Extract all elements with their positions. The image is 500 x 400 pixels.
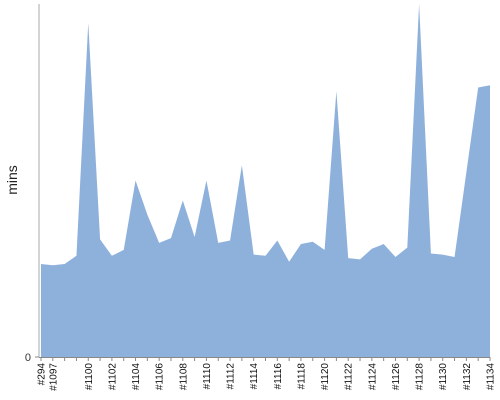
- plot-area: [40, 3, 492, 357]
- data-point: [110, 254, 113, 257]
- data-point: [406, 246, 409, 249]
- data-point: [264, 254, 267, 257]
- x-tick-label: #1106: [155, 363, 166, 391]
- x-tick-label: #294: [37, 363, 48, 386]
- data-point: [441, 253, 444, 256]
- data-point: [193, 235, 196, 238]
- data-point: [75, 254, 78, 257]
- data-point: [40, 263, 43, 266]
- x-tick-label: #1110: [202, 363, 213, 390]
- data-point: [146, 213, 149, 216]
- data-point: [382, 243, 385, 246]
- data-point: [63, 263, 66, 266]
- x-tick-label: #1116: [273, 363, 284, 390]
- x-tick-label: #1128: [415, 363, 426, 391]
- data-point: [477, 86, 480, 89]
- data-point: [205, 179, 208, 182]
- x-tick-label: #1118: [296, 363, 307, 390]
- data-point: [394, 255, 397, 258]
- data-point: [453, 255, 456, 258]
- axes: #294 #1097 #1100 #1102 #1104 #1106 #1108 #1110 #…: [35, 4, 497, 391]
- x-tick-label: #1134: [486, 363, 497, 391]
- data-point: [359, 258, 362, 261]
- x-tick-label: #1124: [367, 363, 378, 391]
- data-point: [370, 247, 373, 250]
- x-tick-label: #1122: [344, 363, 355, 391]
- data-point: [465, 171, 468, 174]
- data-point: [311, 240, 314, 243]
- data-point: [181, 199, 184, 202]
- x-tick-label: #1100: [84, 363, 95, 391]
- data-point: [489, 84, 492, 87]
- y-tick-label-0: 0: [25, 352, 31, 364]
- data-point: [87, 21, 90, 24]
- data-point: [122, 248, 125, 251]
- data-point: [217, 241, 220, 244]
- data-point: [335, 90, 338, 93]
- data-point: [252, 253, 255, 256]
- data-point: [99, 238, 102, 241]
- x-tick-label: #1108: [178, 363, 189, 391]
- data-point: [288, 260, 291, 263]
- data-point: [429, 252, 432, 255]
- x-tick-label: #1120: [320, 363, 331, 391]
- y-axis-title: mins: [4, 165, 20, 195]
- data-point: [240, 164, 243, 167]
- data-point: [169, 237, 172, 240]
- data-point: [158, 241, 161, 244]
- x-tick-label: #1114: [249, 363, 260, 390]
- x-tick-label: #1112: [226, 363, 237, 390]
- x-tick-label: #1104: [131, 363, 142, 391]
- x-tick-label: #1126: [391, 363, 402, 391]
- data-point: [347, 257, 350, 260]
- data-point: [276, 239, 279, 242]
- area-series: [41, 4, 490, 357]
- data-point: [299, 243, 302, 246]
- data-point: [229, 239, 232, 242]
- data-point: [323, 248, 326, 251]
- data-point: [418, 3, 421, 6]
- x-tick-label: #1102: [107, 363, 118, 391]
- x-tick-label: #1097: [48, 363, 59, 391]
- data-point: [51, 264, 54, 267]
- x-tick-label: #1132: [462, 363, 473, 391]
- x-tick-label: #1130: [438, 363, 449, 391]
- data-point: [134, 179, 137, 182]
